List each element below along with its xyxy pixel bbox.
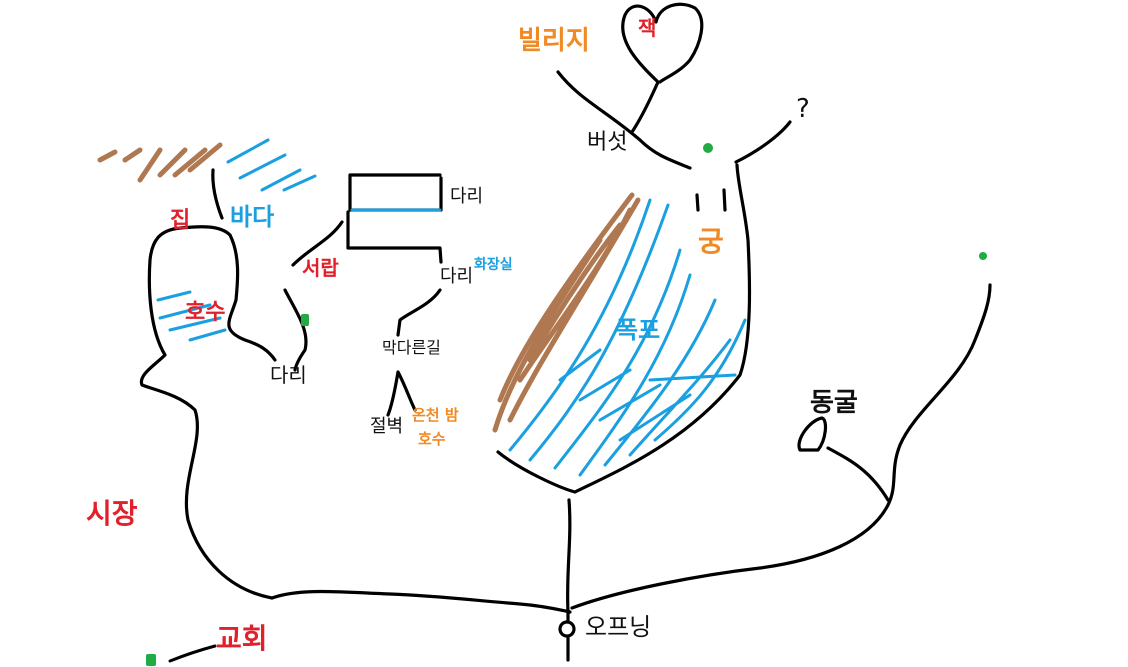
label-opening: 오프닝 [585, 613, 652, 641]
marker-church [146, 654, 156, 666]
label-mushroom: 버섯 [587, 130, 628, 155]
top-left-road [211, 168, 224, 220]
church-road [168, 644, 217, 663]
label-waterfall: 폭포 [616, 316, 661, 344]
fork-path [386, 370, 417, 417]
dirt-hatch-waterfall [492, 192, 641, 433]
label-house: 집 [170, 208, 191, 233]
heart-road [630, 80, 660, 134]
label-village: 빌리지 [518, 26, 590, 56]
opening-marker [558, 620, 576, 638]
left-loop-path [139, 225, 277, 600]
label-statue: 동굴 [810, 388, 858, 418]
bridge-structure [291, 173, 443, 267]
question-road [734, 120, 792, 164]
down-path [396, 288, 442, 337]
label-dead-end: 막다른길 [382, 338, 441, 357]
label-toilet: 화장실 [474, 257, 513, 273]
statue-path [826, 446, 890, 502]
building-marks [695, 188, 727, 212]
label-market: 시장 [86, 497, 138, 530]
dirt-hatch-top [97, 142, 223, 183]
main-path [270, 589, 572, 614]
label-building: 궁 [698, 225, 724, 258]
right-branch-path [570, 283, 992, 610]
mushroom-road [556, 70, 692, 170]
label-lake2: 호수 [418, 430, 446, 448]
label-church: 교회 [216, 622, 268, 655]
label-bridge-bottom: 다리 [270, 363, 307, 387]
label-question: ? [796, 94, 810, 124]
label-drawer: 서랍 [302, 256, 339, 280]
label-bridge-top: 다리 [450, 186, 484, 207]
statue-icon [797, 416, 828, 452]
vertical-path-opening [566, 498, 572, 662]
lake-hatch [156, 290, 227, 342]
label-heart: 잭 [638, 16, 657, 40]
label-leg: 다리 [440, 266, 474, 287]
heart-icon [621, 2, 704, 84]
marker-right [979, 252, 987, 260]
sea-hatch [226, 138, 317, 192]
marker-left [301, 314, 309, 326]
label-sea: 바다 [230, 203, 275, 231]
waterfall-outline [496, 163, 752, 494]
label-lake: 호수 [185, 300, 226, 325]
label-hot-spring: 온천 밤 [412, 406, 459, 424]
label-cliff: 절벽 [370, 416, 404, 437]
lake-bridge-road [283, 288, 308, 372]
marker-mushroom [703, 143, 713, 153]
waterfall-hatch [508, 198, 747, 477]
